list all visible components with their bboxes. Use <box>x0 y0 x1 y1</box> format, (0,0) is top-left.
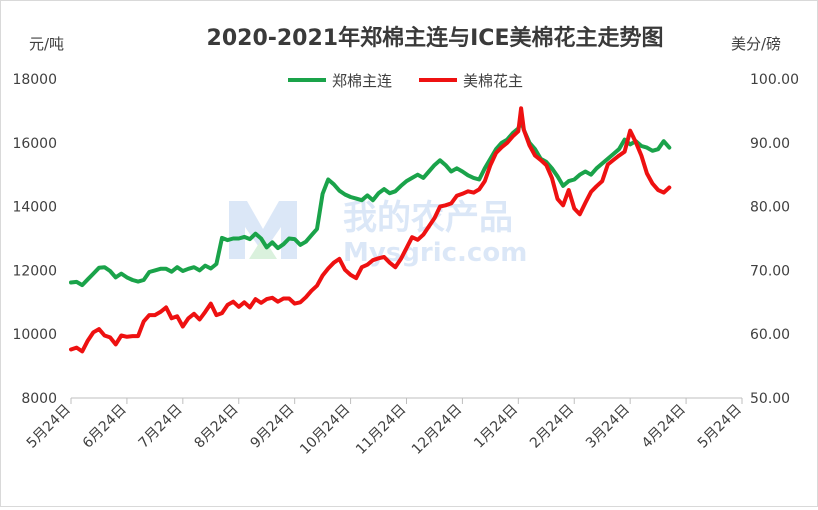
watermark-text-cn: 我的农产品 <box>343 198 513 238</box>
x-tick-label: 2月24日 <box>527 402 577 452</box>
x-tick-label: 8月24日 <box>192 402 242 452</box>
y-left-tick-label: 10000 <box>12 327 57 343</box>
watermark-text-en: Mysgric.com <box>343 238 527 268</box>
y-left-tick-label: 16000 <box>12 136 57 152</box>
watermark-m-icon <box>229 201 297 259</box>
legend-label-2: 美棉花主 <box>463 72 523 90</box>
y-left-tick-label: 12000 <box>12 263 57 279</box>
chart-title: 2020-2021年郑棉主连与ICE美棉花主走势图 <box>207 25 664 51</box>
y-right-tick-label: 60.00 <box>750 327 790 343</box>
y-right-tick-label: 50.00 <box>750 391 790 407</box>
y-left-tick-label: 18000 <box>12 72 57 88</box>
x-tick-label: 11月24日 <box>353 402 409 458</box>
x-tick-label: 10月24日 <box>297 402 353 458</box>
y-right-tick-label: 80.00 <box>750 200 790 216</box>
y-right-tick-label: 70.00 <box>750 263 790 279</box>
legend: 郑棉主连 美棉花主 <box>288 72 523 90</box>
y-right-tick-label: 100.00 <box>750 72 799 88</box>
left-axis-unit: 元/吨 <box>29 35 64 53</box>
right-axis-unit: 美分/磅 <box>731 35 781 53</box>
series-line-1 <box>69 118 672 288</box>
x-tick-label: 9月24日 <box>247 402 297 452</box>
x-tick-label: 12月24日 <box>409 402 465 458</box>
series-line-2 <box>69 106 672 354</box>
watermark-logo: 我的农产品 Mysgric.com <box>229 198 527 268</box>
x-tick-label: 7月24日 <box>136 402 186 452</box>
y-right-tick-label: 90.00 <box>750 136 790 152</box>
x-tick-label: 5月24日 <box>695 402 745 452</box>
y-left-tick-label: 8000 <box>21 391 57 407</box>
x-tick-label: 5月24日 <box>24 402 74 452</box>
x-tick-label: 6月24日 <box>80 402 130 452</box>
series-layer <box>69 106 672 354</box>
y-left-tick-label: 14000 <box>12 200 57 216</box>
x-tick-label: 1月24日 <box>471 402 521 452</box>
legend-label-1: 郑棉主连 <box>332 72 392 90</box>
x-tick-label: 3月24日 <box>583 402 633 452</box>
x-tick-label: 4月24日 <box>639 402 689 452</box>
